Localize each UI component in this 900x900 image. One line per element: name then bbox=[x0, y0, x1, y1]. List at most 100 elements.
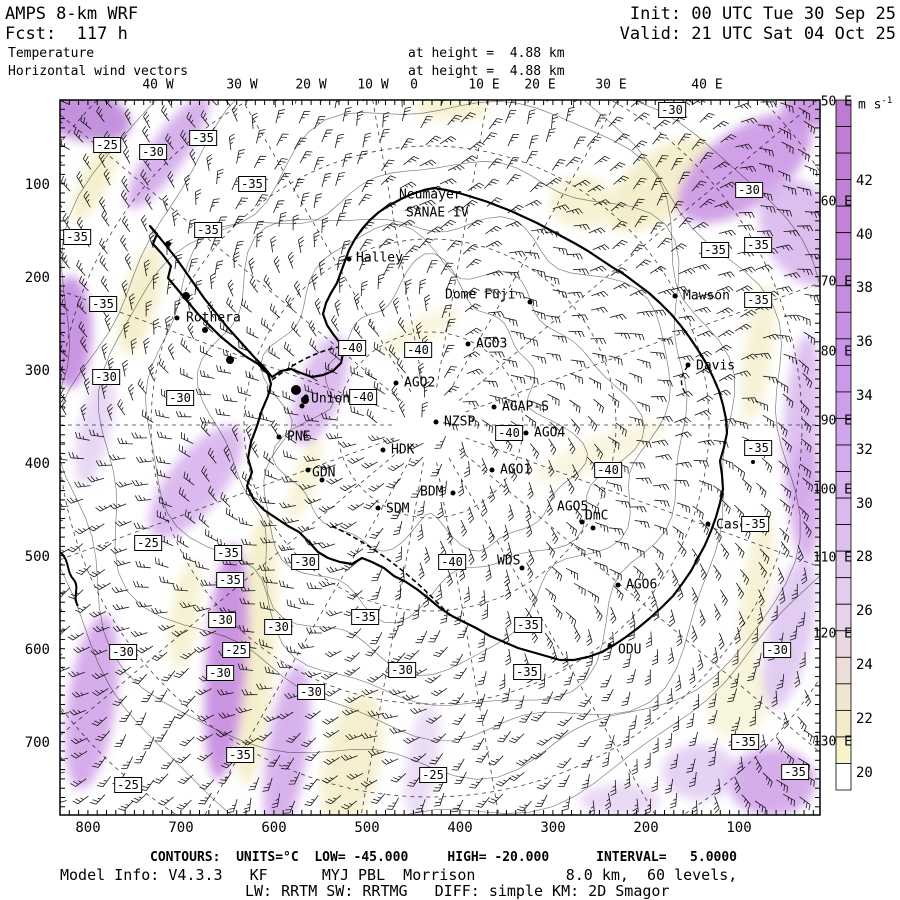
contour-value-box: -35 bbox=[216, 572, 244, 588]
contour-value-box: -35 bbox=[744, 237, 772, 253]
contour-value-box: -35 bbox=[214, 545, 242, 561]
top-axis-longitude-label: 20 E bbox=[524, 77, 556, 93]
station-label: GDN bbox=[312, 465, 336, 481]
bottom-axis-grid-label: 800 bbox=[75, 820, 101, 836]
shading-blob bbox=[580, 784, 660, 815]
colorbar-value-label: 36 bbox=[856, 334, 873, 351]
colorbar-value-label: 34 bbox=[856, 387, 873, 404]
shading-blob bbox=[60, 276, 92, 388]
shading-blob bbox=[550, 176, 614, 228]
colorbar-unit-text: m s bbox=[858, 97, 882, 113]
contour-value-box: -25 bbox=[114, 777, 142, 793]
contour-value-box: -30 bbox=[264, 619, 292, 635]
bottom-axis-grid-label: 700 bbox=[168, 820, 194, 836]
station-dot bbox=[527, 299, 533, 305]
station-dot bbox=[491, 404, 497, 410]
contour-value-box: -35 bbox=[351, 609, 379, 625]
contour-value-box: -35 bbox=[744, 292, 772, 308]
right-axis-longitude-label: 130 E bbox=[812, 734, 852, 750]
colorbar-unit-exponent: -1 bbox=[881, 96, 893, 106]
shading-blob bbox=[741, 282, 775, 422]
colorbar-value-label: 20 bbox=[856, 764, 873, 781]
top-axis-longitude-label: 40 E bbox=[691, 77, 723, 93]
shading-blob bbox=[291, 334, 349, 446]
contour-value-box: -30 bbox=[166, 390, 194, 406]
shading-blob bbox=[678, 112, 812, 224]
station-dot bbox=[174, 315, 180, 321]
station-label: Halley bbox=[356, 250, 403, 266]
station-dot bbox=[523, 430, 529, 436]
station-label: AGO5 bbox=[557, 499, 589, 515]
station-label: WDS bbox=[497, 553, 521, 569]
contour-value-box: -30 bbox=[206, 665, 234, 681]
shading-blob bbox=[662, 744, 738, 800]
right-axis-longitude-label: 100 E bbox=[812, 482, 852, 498]
station-dot bbox=[346, 256, 352, 262]
left-axis-grid-label: 600 bbox=[24, 642, 50, 658]
left-axis-grid-label: 200 bbox=[24, 270, 50, 286]
contour-value-box: -35 bbox=[226, 747, 254, 763]
contour-value-box: -40 bbox=[404, 342, 432, 358]
left-axis-grid-label: 700 bbox=[24, 735, 50, 751]
shading-blob bbox=[790, 444, 820, 560]
contour-value-box: -40 bbox=[495, 425, 523, 441]
station-dot bbox=[380, 447, 386, 453]
contour-value-box: -30 bbox=[763, 642, 791, 658]
contour-legend-line: CONTOURS: UNITS=°C LOW= -45.000 HIGH= -2… bbox=[150, 850, 737, 865]
top-axis-longitude-label: 0 bbox=[410, 77, 418, 93]
contour-value-box: -25 bbox=[93, 137, 121, 153]
shading-blob bbox=[60, 100, 131, 143]
station-dot bbox=[489, 467, 495, 473]
right-axis-longitude-label: 70 E bbox=[820, 274, 852, 290]
station-label: AGO2 bbox=[404, 375, 436, 391]
field-name-wind-vectors: Horizontal wind vectors bbox=[8, 64, 189, 79]
station-dot bbox=[319, 477, 325, 483]
bottom-axis-grid-label: 400 bbox=[447, 820, 473, 836]
contour-value-box: -35 bbox=[741, 516, 769, 532]
shading-blob bbox=[320, 693, 384, 815]
colorbar-value-label: 26 bbox=[856, 603, 873, 620]
station-label: AGO3 bbox=[476, 336, 508, 352]
top-axis-longitude-label: 10 W bbox=[357, 77, 389, 93]
antarctica-coastline bbox=[60, 186, 755, 662]
bottom-axis-grid-label: 500 bbox=[354, 820, 380, 836]
shading-blob bbox=[738, 512, 774, 672]
contour-value-box: -30 bbox=[291, 554, 319, 570]
left-axis-grid-label: 500 bbox=[24, 549, 50, 565]
station-dot bbox=[615, 582, 621, 588]
colorbar-value-label: 42 bbox=[856, 172, 873, 189]
height-label-2: at height = 4.88 km bbox=[408, 64, 565, 79]
station-dot bbox=[607, 643, 613, 649]
contour-value-box: -35 bbox=[744, 440, 772, 456]
bottom-axis-grid-label: 300 bbox=[540, 820, 566, 836]
contour-value-box: -30 bbox=[735, 182, 763, 198]
station-dot bbox=[465, 341, 471, 347]
bottom-axis-grid-label: 100 bbox=[726, 820, 752, 836]
bottom-axis-grid-label: 200 bbox=[633, 820, 659, 836]
shading-blob bbox=[126, 100, 210, 209]
valid-time-label: Valid: 21 UTC Sat 04 Oct 25 bbox=[619, 24, 896, 44]
station-label: AGO6 bbox=[626, 577, 658, 593]
colorbar bbox=[835, 99, 852, 791]
top-axis-longitude-label: 40 W bbox=[142, 77, 174, 93]
colorbar-value-label: 22 bbox=[856, 710, 873, 727]
station-label: AGAP-S bbox=[502, 399, 549, 415]
model-info-line1: Model Info: V4.3.3 KF MYJ PBL Morrison 8… bbox=[60, 866, 738, 884]
contour-value-box: -30 bbox=[297, 684, 325, 700]
colorbar-value-label: 40 bbox=[856, 226, 873, 243]
forecast-hour-label: Fcst: 117 h bbox=[5, 24, 128, 44]
station-label: Mawson bbox=[683, 288, 730, 304]
station-label: SDM bbox=[386, 501, 410, 517]
colorbar-value-label: 28 bbox=[856, 549, 873, 566]
station-dot bbox=[303, 394, 309, 400]
contour-value-box: -40 bbox=[338, 340, 366, 356]
station-dot bbox=[579, 519, 585, 525]
colorbar-unit: m s-1 bbox=[858, 96, 893, 113]
right-axis-longitude-label: 90 E bbox=[820, 413, 852, 429]
station-dot bbox=[705, 521, 711, 527]
contour-value-box: -35 bbox=[194, 222, 222, 238]
contour-value-box: -30 bbox=[139, 144, 167, 160]
station-label: NZSP bbox=[444, 414, 476, 430]
